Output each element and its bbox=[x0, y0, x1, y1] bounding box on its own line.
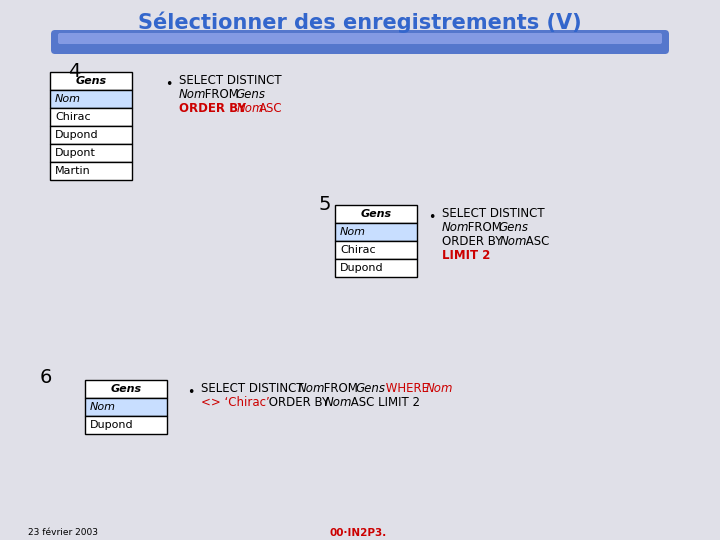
Bar bbox=[335, 259, 417, 277]
Text: FROM: FROM bbox=[464, 221, 505, 234]
Text: Nom: Nom bbox=[179, 88, 207, 101]
Bar bbox=[50, 90, 132, 108]
Text: •: • bbox=[187, 386, 194, 399]
Text: Nom: Nom bbox=[237, 102, 264, 115]
Bar bbox=[335, 241, 417, 259]
Text: Nom: Nom bbox=[442, 221, 469, 234]
Text: Nom: Nom bbox=[90, 402, 116, 412]
Text: Chirac: Chirac bbox=[55, 112, 91, 122]
Text: Nom: Nom bbox=[55, 94, 81, 104]
Bar bbox=[85, 380, 167, 398]
Text: •: • bbox=[165, 78, 172, 91]
Bar bbox=[85, 416, 167, 434]
Text: SELECT DISTINCT: SELECT DISTINCT bbox=[179, 74, 282, 87]
FancyBboxPatch shape bbox=[51, 30, 669, 54]
Text: Gens: Gens bbox=[355, 382, 385, 395]
Text: Gens: Gens bbox=[110, 384, 142, 394]
Text: Nom: Nom bbox=[500, 235, 528, 248]
Bar bbox=[50, 108, 132, 126]
Text: Nom: Nom bbox=[426, 382, 454, 395]
Text: ORDER BY: ORDER BY bbox=[179, 102, 250, 115]
Text: SELECT DISTINCT: SELECT DISTINCT bbox=[201, 382, 307, 395]
Text: WHERE: WHERE bbox=[382, 382, 433, 395]
Text: ASC: ASC bbox=[522, 235, 549, 248]
Text: 00·IN2P3.: 00·IN2P3. bbox=[330, 528, 387, 538]
Text: <> ‘Chirac’: <> ‘Chirac’ bbox=[201, 396, 270, 409]
Text: •: • bbox=[428, 211, 436, 224]
Bar bbox=[335, 205, 417, 223]
Text: SELECT DISTINCT: SELECT DISTINCT bbox=[442, 207, 544, 220]
Text: Martin: Martin bbox=[55, 166, 91, 176]
Text: Nom: Nom bbox=[340, 227, 366, 237]
Bar bbox=[85, 398, 167, 416]
Text: Sélectionner des enregistrements (V): Sélectionner des enregistrements (V) bbox=[138, 11, 582, 33]
Text: Gens: Gens bbox=[498, 221, 528, 234]
Text: Nom: Nom bbox=[325, 396, 353, 409]
Text: Chirac: Chirac bbox=[340, 245, 376, 255]
Text: Dupont: Dupont bbox=[55, 148, 96, 158]
Text: ASC: ASC bbox=[259, 102, 283, 115]
Bar bbox=[50, 162, 132, 180]
Bar bbox=[50, 144, 132, 162]
Text: ORDER BY: ORDER BY bbox=[265, 396, 333, 409]
Text: ASC LIMIT 2: ASC LIMIT 2 bbox=[347, 396, 420, 409]
Text: ORDER BY: ORDER BY bbox=[442, 235, 506, 248]
Text: Gens: Gens bbox=[361, 209, 392, 219]
Text: FROM: FROM bbox=[320, 382, 361, 395]
Bar bbox=[335, 223, 417, 241]
Text: LIMIT 2: LIMIT 2 bbox=[442, 249, 490, 262]
Text: Gens: Gens bbox=[76, 76, 107, 86]
FancyBboxPatch shape bbox=[58, 33, 662, 44]
Bar bbox=[50, 126, 132, 144]
Text: 6: 6 bbox=[40, 368, 53, 387]
Text: FROM: FROM bbox=[201, 88, 243, 101]
Text: Dupond: Dupond bbox=[55, 130, 99, 140]
Bar bbox=[50, 72, 132, 90]
Text: Dupond: Dupond bbox=[340, 263, 384, 273]
Text: 4: 4 bbox=[68, 62, 81, 81]
Text: Dupond: Dupond bbox=[90, 420, 134, 430]
Text: 23 février 2003: 23 février 2003 bbox=[28, 528, 98, 537]
Text: 5: 5 bbox=[318, 195, 330, 214]
Text: Gens: Gens bbox=[235, 88, 265, 101]
Text: Nom: Nom bbox=[298, 382, 325, 395]
